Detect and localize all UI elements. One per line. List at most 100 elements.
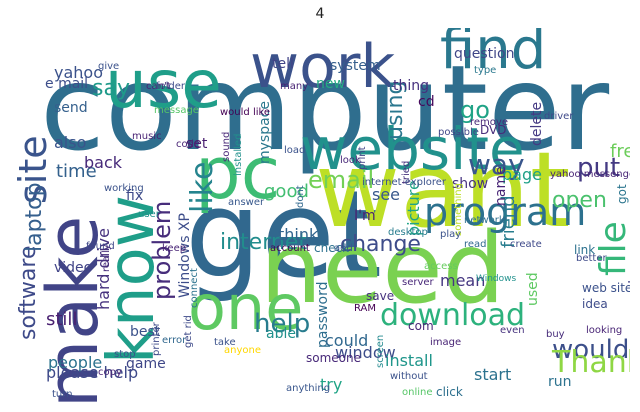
word-look: look <box>340 154 361 166</box>
word-able: able <box>266 325 296 342</box>
word-play: play <box>440 228 462 240</box>
word-find: find <box>440 28 547 83</box>
word-system: system <box>330 57 381 74</box>
word-add: add <box>334 242 353 254</box>
word-help: help <box>254 308 311 339</box>
word-try: try <box>320 374 343 394</box>
word-can-t: can't <box>146 80 171 92</box>
word-mean: mean <box>440 270 486 290</box>
word-turn: turn <box>52 388 73 400</box>
word-put: put <box>577 152 621 183</box>
word-account: account <box>270 242 310 254</box>
word-work: work <box>250 31 396 102</box>
word-looking: looking <box>586 324 623 336</box>
word-got: got <box>615 184 629 204</box>
word-folder: folder <box>156 80 186 92</box>
word-answer: answer <box>228 196 265 208</box>
word-show: show <box>452 175 489 192</box>
word-i-m: I'm <box>354 207 376 224</box>
word-code: code <box>176 138 201 150</box>
word-com: com <box>408 319 434 334</box>
word-desktop: desktop <box>388 226 428 238</box>
word-message: message <box>154 104 199 116</box>
word-driver: driver <box>544 110 574 122</box>
word-someone: someone <box>306 351 361 366</box>
word-people: people <box>48 352 103 372</box>
word-network: network <box>464 214 505 226</box>
word-get-rid: get rid <box>183 315 194 348</box>
word-still: still <box>46 309 78 331</box>
word-tell: tell <box>272 55 294 72</box>
word-also: also <box>54 132 87 152</box>
word-user: user <box>138 208 160 220</box>
word-read: read <box>464 238 487 250</box>
word-online: online <box>402 386 433 398</box>
word-ram: RAM <box>354 302 377 314</box>
word-buy: buy <box>546 328 565 340</box>
word-video: video <box>54 259 93 276</box>
word-save: save <box>366 289 395 304</box>
word-access: access <box>424 260 458 272</box>
word-use: use <box>105 45 222 123</box>
word-remove: remove <box>470 116 508 128</box>
word-would-like: would like <box>220 106 271 118</box>
word-could: could <box>325 330 369 350</box>
word-install: install <box>385 350 433 370</box>
chart-title: 4 <box>315 6 325 22</box>
word-want: want <box>315 128 571 251</box>
word-e-mail: e mail <box>45 75 89 92</box>
word-back: back <box>84 152 123 172</box>
word-think: think <box>278 224 319 244</box>
word-web-site: web site <box>582 281 630 296</box>
word-go: go <box>460 96 490 125</box>
word-type: type <box>474 64 497 76</box>
word-say: say <box>92 75 130 101</box>
word-send: send <box>54 99 88 116</box>
word-good: good <box>264 181 309 203</box>
word-possible: possible <box>438 126 479 138</box>
word-window: window <box>335 342 396 362</box>
word-many: many <box>280 80 309 92</box>
word-keep: keep <box>162 242 187 254</box>
word-please-help: please help <box>46 362 139 382</box>
word-best: best <box>130 323 161 340</box>
word-website: website <box>300 115 525 184</box>
word-windows: Windows <box>476 273 517 284</box>
word-better: better <box>576 252 607 264</box>
word-time: time <box>56 161 97 183</box>
word-start: start <box>474 364 512 384</box>
word-really: really <box>101 244 112 272</box>
word-screen: screen <box>375 334 386 368</box>
word-stop: stop <box>114 348 136 360</box>
word-anyone: anyone <box>224 344 261 356</box>
word-game: game <box>126 355 166 372</box>
word-thank: Thank <box>552 345 630 381</box>
word-error: error <box>162 334 187 346</box>
word-connect: connect <box>189 268 200 308</box>
word-anything: anything <box>286 382 331 394</box>
word-yahoo-messenger: yahoo messenger <box>550 168 630 180</box>
word-even: even <box>500 324 525 336</box>
word-sound: sound <box>221 131 232 162</box>
word-copy: copy <box>98 366 122 378</box>
word-used: used <box>525 272 541 306</box>
word-change: change <box>340 231 421 257</box>
word-working: working <box>104 182 144 194</box>
word-run: run <box>548 373 572 390</box>
word-link: link <box>574 243 596 258</box>
word-get: get <box>185 165 383 305</box>
word-question: question <box>454 45 515 62</box>
word-internet-explorer: internet explorer <box>362 176 447 188</box>
word-page: page <box>502 164 542 184</box>
word-thing: thing <box>393 77 430 94</box>
word-internet: internet <box>220 229 307 255</box>
word-like: like <box>185 161 220 213</box>
word-printer: printer <box>151 322 162 356</box>
word-program: program <box>424 189 587 234</box>
word-yahoo: yahoo <box>54 62 103 82</box>
word-way: way <box>468 148 525 182</box>
word-create: create <box>510 238 542 250</box>
word-see: see <box>372 184 401 204</box>
word-image: image <box>430 336 462 348</box>
word-email: email <box>308 166 375 195</box>
